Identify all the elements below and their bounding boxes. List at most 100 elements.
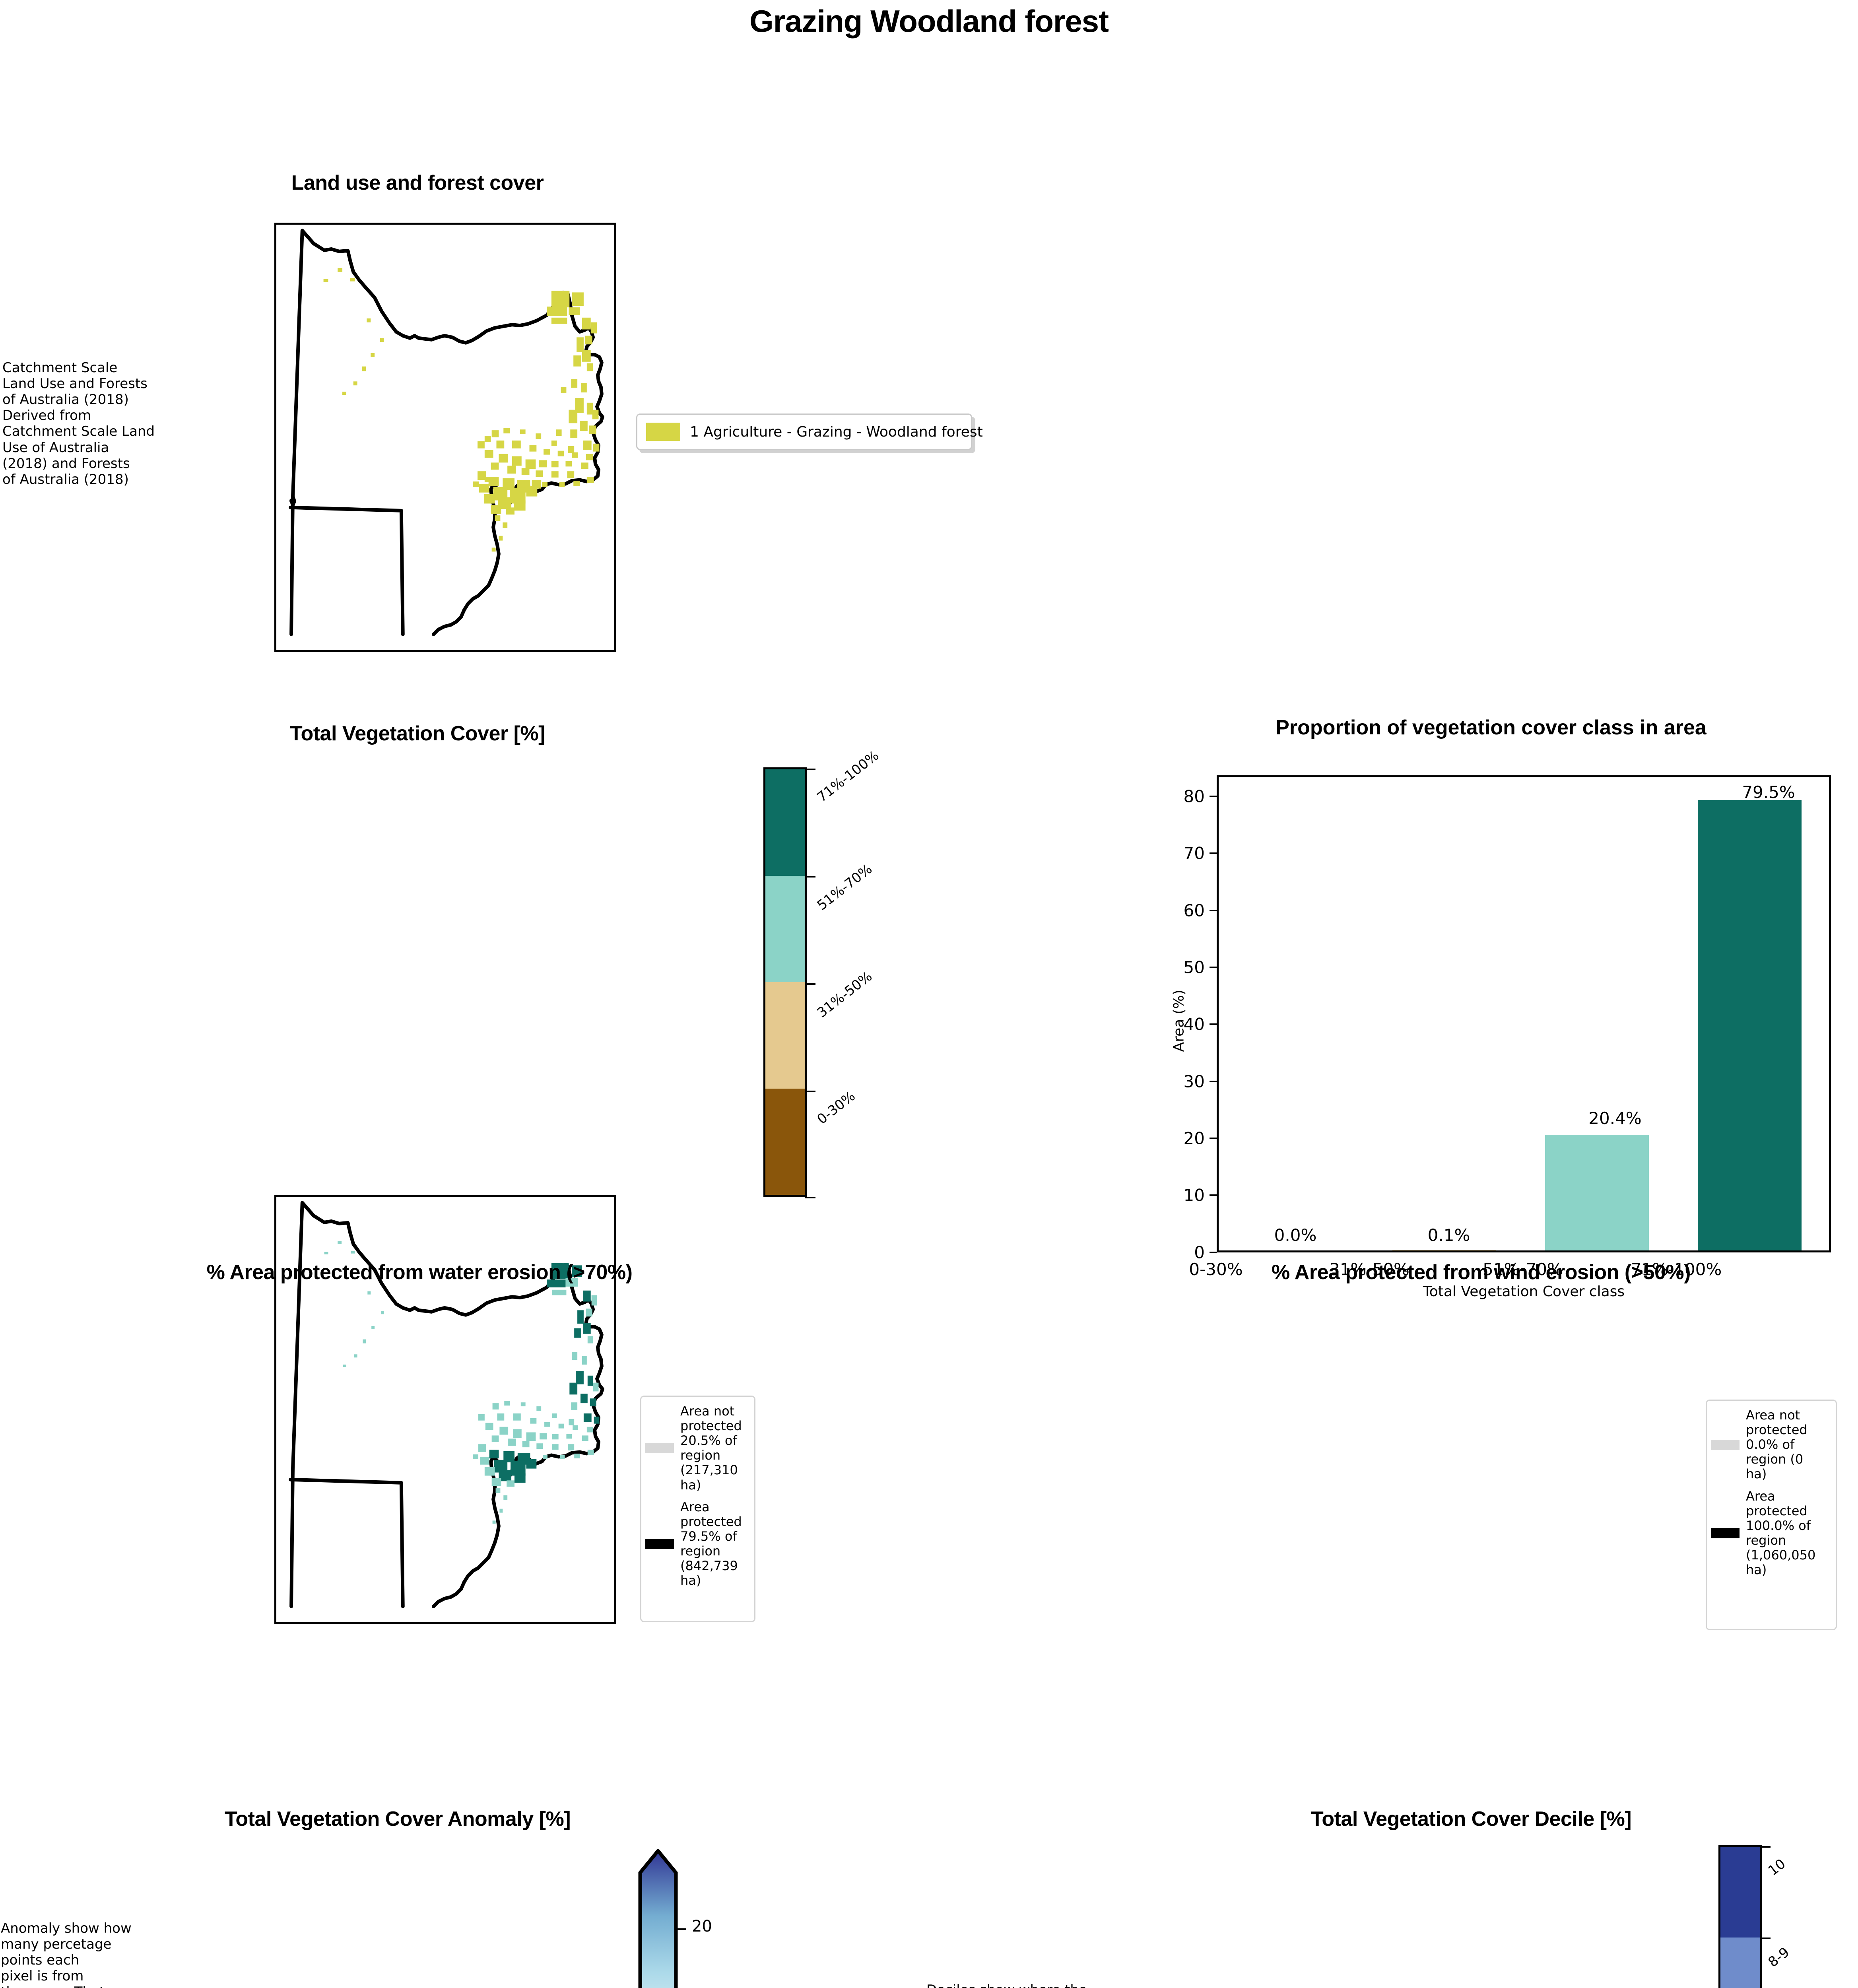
legend-swatch-protected <box>1711 1528 1740 1538</box>
land-use-legend-label: 1 Agriculture - Grazing - Woodland fores… <box>690 423 983 440</box>
map-tick <box>285 1622 287 1624</box>
y-tick-mark <box>1210 910 1217 911</box>
colorbar-tick <box>805 769 815 770</box>
decile-label-8-9: 8-9 <box>1765 1944 1793 1971</box>
decile-label-10: 10 <box>1765 1856 1789 1879</box>
y-tick-mark <box>1210 852 1217 854</box>
legend-text-protected: Area protected 100.0% of region (1,060,0… <box>1746 1488 1816 1578</box>
legend-swatch-protected <box>645 1538 674 1549</box>
land-use-side-note: Catchment Scale Land Use and Forests of … <box>2 360 155 487</box>
proportion-bar-chart: Proportion of vegetation cover class in … <box>1153 716 1831 1300</box>
legend-row-not-protected: Area not protected 20.5% of region (217,… <box>645 1404 749 1493</box>
map-tick <box>274 1391 276 1393</box>
map-tick <box>367 1622 369 1624</box>
y-tick-label: 80 <box>1183 786 1205 806</box>
colorbar-segment <box>1720 1938 1760 1988</box>
anomaly-colorbar[interactable]: 20 10 0 −10 −20 <box>636 1848 712 1988</box>
y-tick-mark <box>1210 967 1217 968</box>
veg-cover-panel-title: Total Vegetation Cover [%] <box>290 722 545 745</box>
catchment-outline <box>289 229 604 636</box>
veg-cover-map[interactable] <box>274 1195 616 1624</box>
y-tick-label: 10 <box>1183 1185 1205 1205</box>
water-erosion-legend[interactable]: Area not protected 20.5% of region (217,… <box>640 1396 755 1622</box>
legend-row-not-protected: Area not protected 0.0% of region (0 ha) <box>1711 1408 1830 1482</box>
bar-value-label-71-100: 79.5% <box>1742 782 1795 802</box>
map-tick <box>274 419 276 421</box>
y-tick-mark <box>1210 1194 1217 1196</box>
chart-plot-area <box>1217 775 1831 1252</box>
veg-cover-colorbar[interactable] <box>763 767 815 1198</box>
map-tick <box>531 650 533 652</box>
colorbar-label-51-70: 51%-70% <box>814 861 876 914</box>
map-tick <box>274 1542 276 1544</box>
colorbar-label-31-50: 31%-50% <box>814 968 876 1021</box>
colorbar-tick <box>1760 1938 1771 1939</box>
land-use-legend[interactable]: 1 Agriculture - Grazing - Woodland fores… <box>636 414 983 450</box>
map-tick <box>285 650 287 652</box>
y-tick-mark <box>1210 1138 1217 1139</box>
colorbar-tick <box>805 876 815 878</box>
y-tick-mark <box>1210 796 1217 797</box>
land-use-legend-swatch <box>646 423 680 441</box>
colorbar-tick <box>805 1197 815 1198</box>
land-use-panel-title: Land use and forest cover <box>291 171 544 194</box>
legend-text-not-protected: Area not protected 0.0% of region (0 ha) <box>1746 1408 1808 1482</box>
decile-side-note: Deciles show where the pixel value lies … <box>926 1982 1153 1988</box>
colorbar-tick <box>805 983 815 985</box>
land-use-map[interactable] <box>274 223 616 652</box>
legend-swatch-not-protected <box>645 1443 674 1454</box>
colorbar-tick <box>805 1091 815 1092</box>
colorbar-tick <box>1760 1846 1771 1848</box>
x-tick-label-0-30: 0-30% <box>1189 1260 1243 1279</box>
y-tick-mark <box>1210 1023 1217 1025</box>
map-tick <box>274 1467 276 1469</box>
y-tick-label: 0 <box>1194 1242 1205 1262</box>
chart-title: Proportion of vegetation cover class in … <box>1276 716 1707 739</box>
map-tick <box>607 1622 609 1624</box>
anomaly-panel-title: Total Vegetation Cover Anomaly [%] <box>224 1807 571 1831</box>
colorbar-segment <box>765 1088 805 1195</box>
y-tick-label: 20 <box>1183 1128 1205 1148</box>
colorbar-label-0-30: 0-30% <box>814 1088 858 1128</box>
colorbar-label-71-100: 71%-100% <box>814 747 882 806</box>
decile-colorbar[interactable] <box>1718 1845 1771 1988</box>
legend-swatch-not-protected <box>1711 1439 1740 1450</box>
map-tick <box>449 1622 451 1624</box>
veg-cover-pixels <box>324 1241 600 1524</box>
legend-text-protected: Area protected 79.5% of region (842,739 … <box>680 1499 742 1588</box>
bar-51-70[interactable] <box>1545 1135 1649 1250</box>
decile-panel-title: Total Vegetation Cover Decile [%] <box>1311 1807 1632 1831</box>
map-tick <box>274 1244 276 1246</box>
colorbar-segment <box>765 769 805 876</box>
map-tick <box>274 272 276 274</box>
x-tick-label-51-70: 51%-70% <box>1483 1260 1563 1279</box>
colorbar-segment <box>765 982 805 1089</box>
map-tick <box>274 345 276 347</box>
y-tick-label: 30 <box>1183 1072 1205 1091</box>
map-tick <box>449 650 451 652</box>
page-title: Grazing Woodland forest <box>749 4 1109 39</box>
map-tick <box>274 570 276 572</box>
catchment-outline <box>289 1201 604 1608</box>
map-tick <box>531 1622 533 1624</box>
bar-value-label-0-30: 0.0% <box>1274 1225 1317 1245</box>
x-tick-label-71-100: 71%-100% <box>1631 1260 1722 1279</box>
chart-y-axis-label: Area (%) <box>1171 989 1187 1052</box>
map-tick <box>367 650 369 652</box>
map-tick <box>607 650 609 652</box>
wind-erosion-panel-title: % Area protected from wind erosion (>50%… <box>1272 1261 1691 1284</box>
anomaly-colorbar-gradient <box>638 1848 678 1988</box>
y-tick-mark <box>1210 1081 1217 1082</box>
map-tick <box>274 495 276 497</box>
y-tick-label: 60 <box>1183 901 1205 920</box>
legend-row-protected: Area protected 79.5% of region (842,739 … <box>645 1499 749 1588</box>
y-tick-label: 50 <box>1183 957 1205 977</box>
bar-71-100[interactable] <box>1697 800 1802 1250</box>
anomaly-tick-label-20: 20 <box>692 1917 712 1936</box>
y-tick-mark <box>1210 1252 1217 1253</box>
wind-erosion-legend[interactable]: Area not protected 0.0% of region (0 ha)… <box>1706 1400 1837 1630</box>
bar-value-label-31-50: 0.1% <box>1427 1225 1470 1245</box>
chart-x-axis-label: Total Vegetation Cover class <box>1423 1283 1625 1300</box>
land-use-pixels <box>323 268 600 552</box>
y-tick-label: 70 <box>1183 843 1205 863</box>
